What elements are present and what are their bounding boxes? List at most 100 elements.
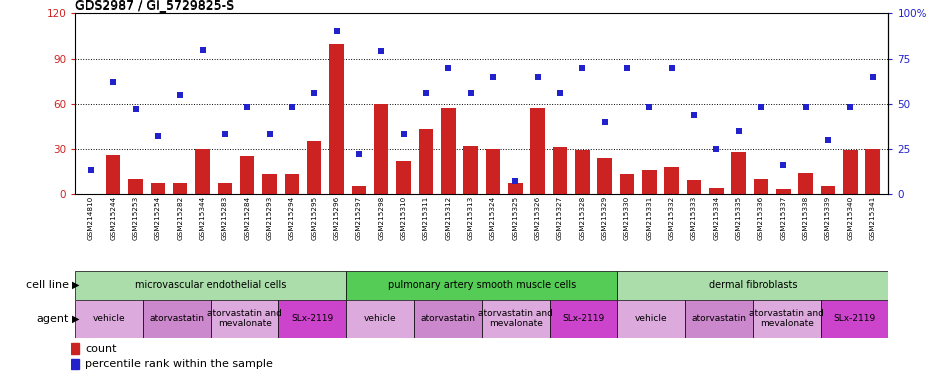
- Bar: [414, 300, 481, 338]
- Bar: [75, 271, 346, 300]
- Bar: [70, 359, 79, 369]
- Bar: [150, 184, 165, 194]
- Point: [709, 146, 724, 152]
- Point: [865, 73, 880, 79]
- Point: [821, 137, 836, 143]
- Text: GSM215294: GSM215294: [289, 196, 295, 240]
- Text: GSM215333: GSM215333: [691, 196, 697, 240]
- Bar: [486, 149, 500, 194]
- Text: GSM215283: GSM215283: [222, 196, 227, 240]
- Point: [642, 104, 657, 110]
- Text: percentile rank within the sample: percentile rank within the sample: [86, 359, 274, 369]
- Point: [84, 167, 99, 174]
- Text: ▶: ▶: [72, 314, 80, 324]
- Bar: [642, 170, 656, 194]
- Bar: [754, 179, 768, 194]
- Text: atorvastatin and
mevalonate: atorvastatin and mevalonate: [478, 310, 553, 328]
- Text: GSM215310: GSM215310: [400, 196, 407, 240]
- Text: GSM215329: GSM215329: [602, 196, 607, 240]
- Text: GSM215312: GSM215312: [446, 196, 451, 240]
- Text: GSM215311: GSM215311: [423, 196, 429, 240]
- Text: atorvastatin and
mevalonate: atorvastatin and mevalonate: [207, 310, 282, 328]
- Point: [463, 90, 478, 96]
- Text: GSM215331: GSM215331: [647, 196, 652, 240]
- Bar: [843, 150, 857, 194]
- Bar: [687, 180, 701, 194]
- Text: pulmonary artery smooth muscle cells: pulmonary artery smooth muscle cells: [387, 280, 576, 290]
- Point: [843, 104, 858, 110]
- Text: microvascular endothelial cells: microvascular endothelial cells: [135, 280, 287, 290]
- Text: GSM215295: GSM215295: [311, 196, 317, 240]
- Point: [128, 106, 143, 112]
- Text: cell line: cell line: [25, 280, 69, 290]
- Bar: [618, 300, 685, 338]
- Bar: [753, 300, 821, 338]
- Bar: [866, 149, 880, 194]
- Text: GSM214810: GSM214810: [87, 196, 94, 240]
- Text: GSM215284: GSM215284: [244, 196, 250, 240]
- Text: GSM215298: GSM215298: [378, 196, 384, 240]
- Bar: [106, 155, 120, 194]
- Text: GSM215340: GSM215340: [847, 196, 854, 240]
- Bar: [665, 167, 679, 194]
- Bar: [418, 129, 433, 194]
- Point: [217, 131, 232, 137]
- Bar: [143, 300, 211, 338]
- Text: GSM215336: GSM215336: [758, 196, 764, 240]
- Text: GSM215338: GSM215338: [803, 196, 808, 240]
- Point: [754, 104, 769, 110]
- Text: GSM215332: GSM215332: [668, 196, 675, 240]
- Bar: [217, 184, 232, 194]
- Text: GSM215337: GSM215337: [780, 196, 787, 240]
- Text: GDS2987 / GI_5729825-S: GDS2987 / GI_5729825-S: [75, 0, 234, 12]
- Point: [686, 111, 701, 118]
- Point: [173, 91, 188, 98]
- Bar: [463, 146, 478, 194]
- Point: [306, 90, 321, 96]
- Text: dermal fibroblasts: dermal fibroblasts: [709, 280, 797, 290]
- Text: GSM215254: GSM215254: [155, 196, 161, 240]
- Bar: [798, 173, 813, 194]
- Bar: [553, 147, 567, 194]
- Bar: [75, 300, 143, 338]
- Bar: [441, 108, 456, 194]
- Bar: [776, 189, 791, 194]
- Point: [329, 28, 344, 35]
- Text: GSM215326: GSM215326: [535, 196, 540, 240]
- Point: [664, 65, 679, 71]
- Point: [195, 46, 210, 53]
- Bar: [575, 150, 589, 194]
- Bar: [508, 184, 523, 194]
- Text: atorvastatin: atorvastatin: [692, 314, 746, 323]
- Bar: [374, 104, 388, 194]
- Text: GSM215244: GSM215244: [110, 196, 117, 240]
- Text: ▶: ▶: [72, 280, 80, 290]
- Point: [352, 151, 367, 157]
- Point: [508, 178, 523, 184]
- Bar: [352, 186, 367, 194]
- Text: GSM215335: GSM215335: [736, 196, 742, 240]
- Text: SLx-2119: SLx-2119: [291, 314, 334, 323]
- Bar: [481, 300, 550, 338]
- Bar: [196, 149, 210, 194]
- Text: GSM215313: GSM215313: [467, 196, 474, 240]
- Point: [418, 90, 433, 96]
- Point: [574, 65, 589, 71]
- Text: vehicle: vehicle: [93, 314, 125, 323]
- Text: GSM215297: GSM215297: [356, 196, 362, 240]
- Bar: [821, 300, 888, 338]
- Text: GSM215282: GSM215282: [177, 196, 183, 240]
- Text: count: count: [86, 344, 117, 354]
- Point: [441, 65, 456, 71]
- Text: GSM215344: GSM215344: [199, 196, 206, 240]
- Text: GSM215330: GSM215330: [624, 196, 630, 240]
- Point: [731, 127, 746, 134]
- Bar: [346, 271, 618, 300]
- Bar: [685, 300, 753, 338]
- Bar: [550, 300, 618, 338]
- Bar: [709, 188, 724, 194]
- Bar: [307, 141, 321, 194]
- Point: [798, 104, 813, 110]
- Bar: [731, 152, 746, 194]
- Text: GSM215334: GSM215334: [713, 196, 719, 240]
